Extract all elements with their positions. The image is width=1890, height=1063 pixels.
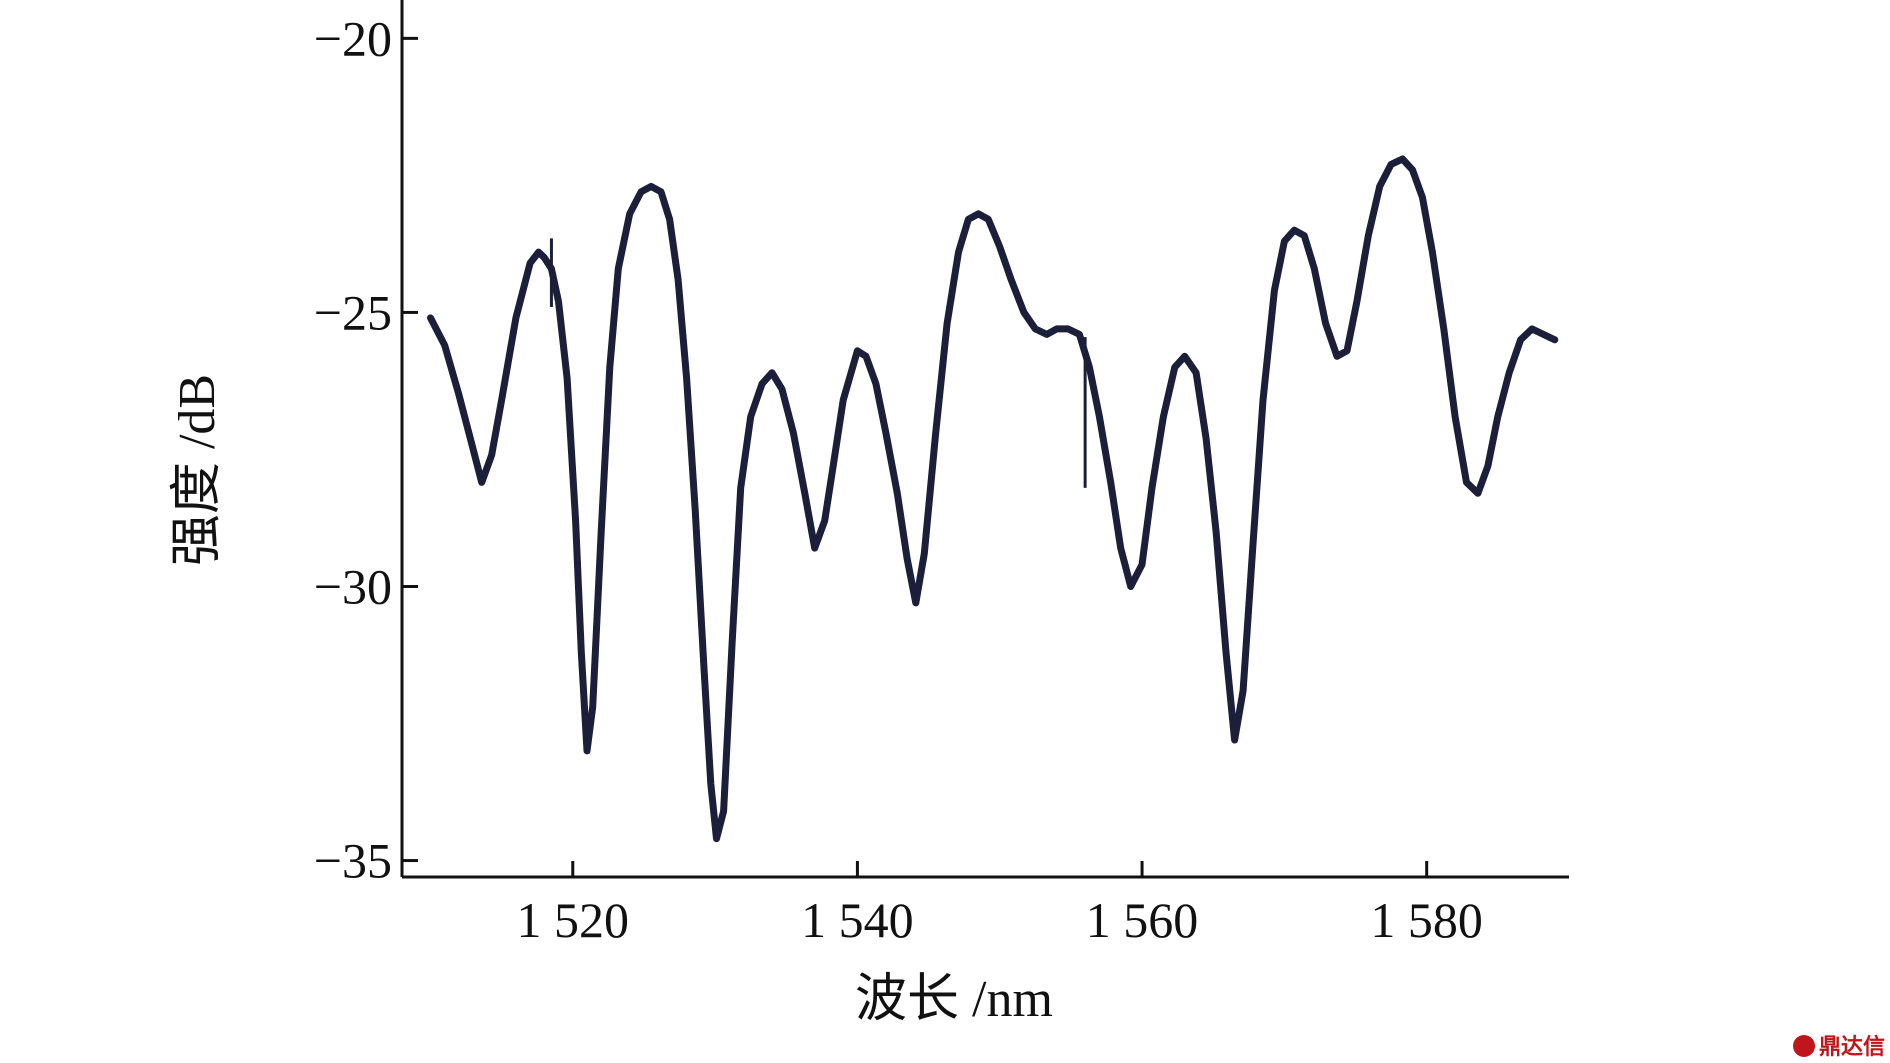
x-tick-label: 1 520 xyxy=(517,892,630,948)
y-tick-label: −20 xyxy=(314,10,392,66)
watermark-text: 鼎达信 xyxy=(1819,1034,1885,1060)
x-tick-label: 1 540 xyxy=(801,892,914,948)
series-line xyxy=(427,155,1559,843)
x-axis-label: 波长 /nm xyxy=(855,971,1053,1028)
x-tick-label: 1 560 xyxy=(1086,892,1199,948)
y-tick-label: −35 xyxy=(314,833,392,889)
y-tick-label: −25 xyxy=(314,284,392,340)
y-ticks: −20 −25 −30 −35 xyxy=(314,10,418,889)
axes xyxy=(400,0,1569,879)
series-group xyxy=(427,155,1559,843)
x-tick-label: 1 580 xyxy=(1370,892,1483,948)
y-tick-label: −30 xyxy=(314,558,392,614)
watermark-logo: 鼎达信 xyxy=(1793,1034,1885,1060)
x-ticks: 1 520 1 540 1 560 1 580 xyxy=(517,861,1483,948)
y-axis-label: 强度 /dB xyxy=(169,374,226,566)
watermark-logo-icon xyxy=(1793,1035,1815,1057)
